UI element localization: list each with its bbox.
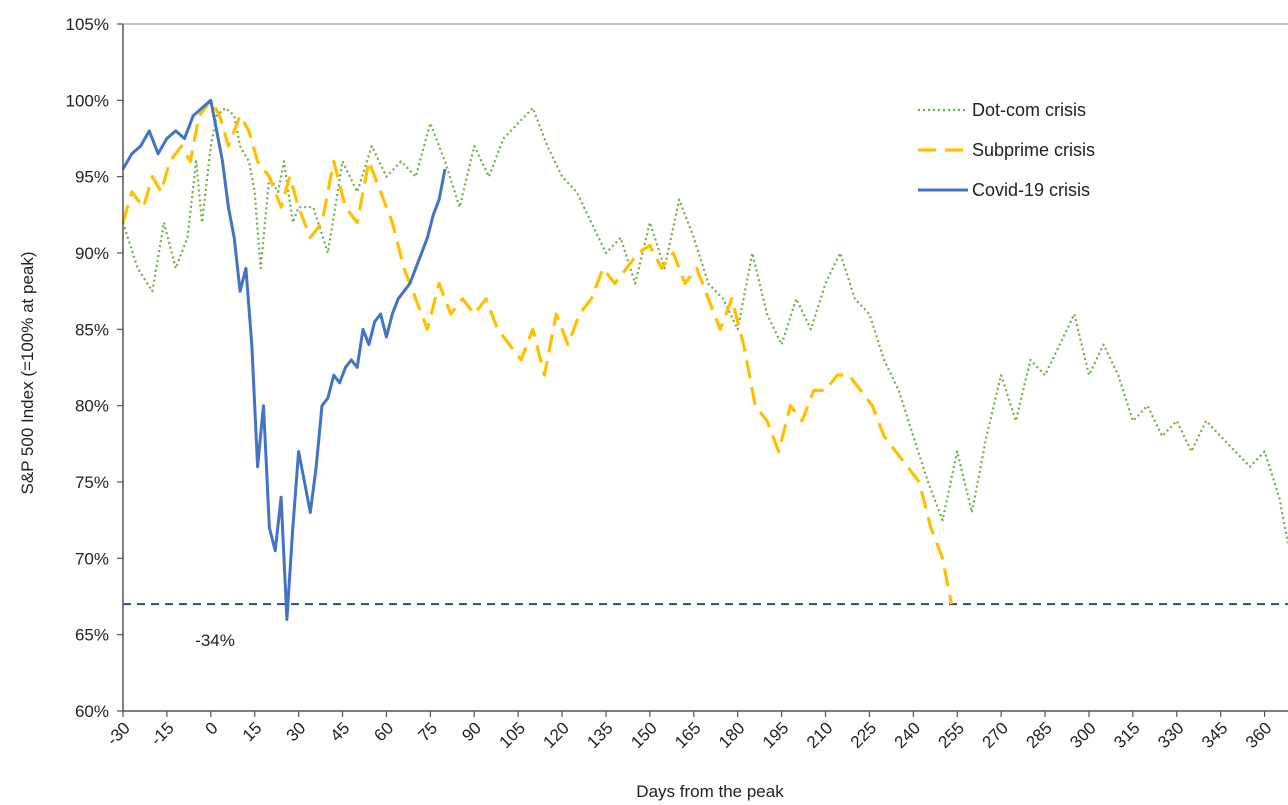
legend-label: Dot-com crisis <box>972 100 1086 120</box>
legend: Dot-com crisis Subprime crisis Covid-19 cr… <box>918 100 1095 200</box>
y-tick-label: 80% <box>75 397 109 416</box>
series-layer <box>121 98 1288 621</box>
y-tick-label: 65% <box>75 626 109 645</box>
y-axis-title: S&P 500 Index (=100% at peak) <box>18 251 37 494</box>
y-tick-label: 60% <box>75 702 109 721</box>
y-tick-label: 75% <box>75 473 109 492</box>
y-tick-label: 100% <box>66 91 109 110</box>
legend-label: Covid-19 crisis <box>972 180 1090 200</box>
series-line-dot-com-crisis <box>121 106 1288 544</box>
y-tick-label: 95% <box>75 168 109 187</box>
y-tick-label: 90% <box>75 244 109 263</box>
series-line-subprime-crisis <box>121 98 953 605</box>
legend-label: Subprime crisis <box>972 140 1095 160</box>
y-tick-label: 105% <box>66 15 109 34</box>
series-line-covid-19-crisis <box>121 98 447 621</box>
annotation-minus-34-percent: -34% <box>195 631 235 650</box>
y-tick-label: 85% <box>75 320 109 339</box>
y-tick-label: 70% <box>75 549 109 568</box>
x-axis-title: Days from the peak <box>636 782 784 801</box>
